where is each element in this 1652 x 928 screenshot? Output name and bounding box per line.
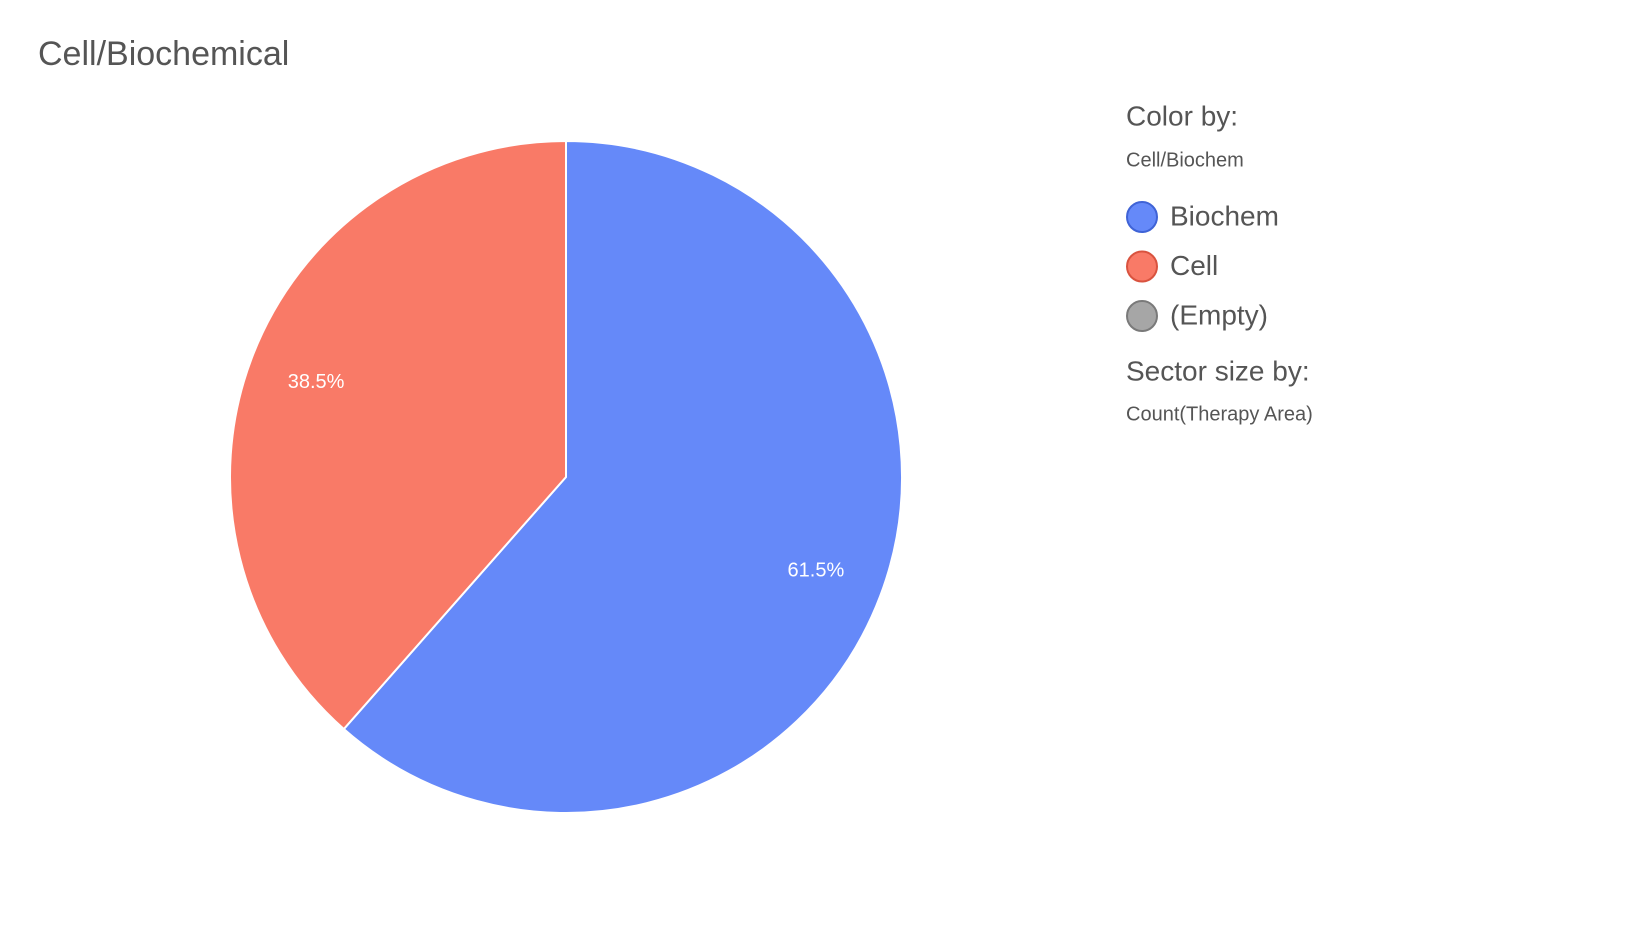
legend-swatch [1126, 300, 1158, 332]
legend-swatch [1126, 201, 1158, 233]
legend-title: Color by: [1126, 100, 1238, 131]
slice-label: 38.5% [288, 371, 345, 393]
legend-label: Biochem [1170, 200, 1279, 231]
legend-swatch [1126, 250, 1158, 283]
size-title: Sector size by: [1126, 355, 1310, 386]
slice-label: 61.5% [788, 560, 845, 582]
pie-slice [342, 139, 903, 814]
size-subtitle: Count(Therapy Area) [1126, 403, 1313, 425]
legend-label: Cell [1170, 250, 1218, 281]
pie-slice [229, 139, 567, 731]
chart-title: Cell/Biochemical [38, 35, 289, 73]
legend-subtitle: Cell/Biochem [1126, 149, 1244, 171]
legend-label: (Empty) [1170, 299, 1268, 330]
